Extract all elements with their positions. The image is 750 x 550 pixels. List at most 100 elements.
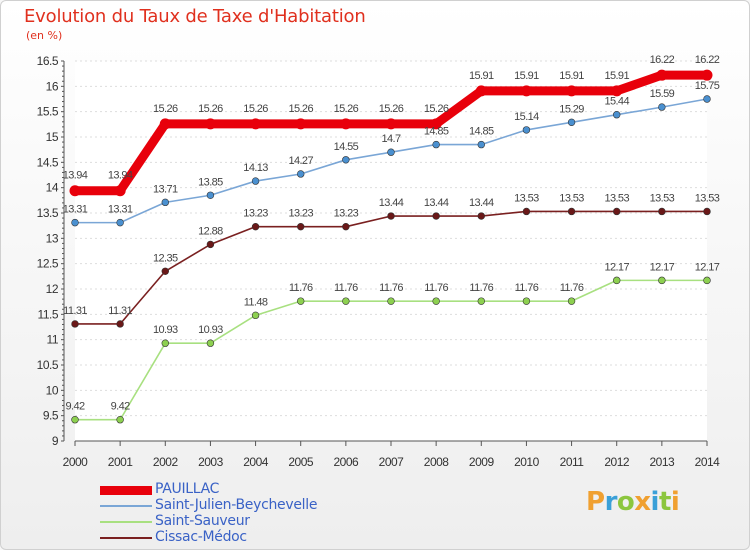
legend-swatch <box>100 521 152 523</box>
data-point <box>206 339 215 347</box>
data-point <box>430 118 442 130</box>
data-label: 14.7 <box>381 133 400 145</box>
legend-label: PAUILLAC <box>155 481 220 497</box>
data-label: 11.48 <box>244 296 268 308</box>
data-label: 15.26 <box>379 103 404 115</box>
logo-letter: i <box>670 487 680 517</box>
data-label: 11.76 <box>469 282 493 294</box>
data-point <box>520 85 532 97</box>
x-tick-label: 2010 <box>514 455 540 469</box>
data-label: 14.85 <box>469 126 494 138</box>
data-point <box>658 103 666 111</box>
x-tick-label: 2013 <box>650 455 676 469</box>
data-label: 15.26 <box>153 103 178 115</box>
data-point <box>522 126 531 134</box>
data-point <box>522 207 531 216</box>
y-tick-label: 13.5 <box>37 206 59 220</box>
logo-letter: r <box>604 487 618 517</box>
data-point <box>342 297 350 305</box>
x-tick-label: 2009 <box>469 455 495 469</box>
data-label: 9.42 <box>65 401 84 413</box>
data-label: 12.17 <box>604 261 629 273</box>
data-point <box>475 85 487 97</box>
y-tick-label: 14 <box>46 181 59 195</box>
data-label: 9.42 <box>111 401 130 413</box>
data-label: 11.76 <box>334 282 358 294</box>
data-label: 13.44 <box>469 197 494 209</box>
data-label: 12.17 <box>650 261 675 273</box>
y-tick-label: 16.5 <box>37 54 59 68</box>
data-point <box>387 297 395 305</box>
data-point <box>251 177 260 185</box>
data-label: 14.27 <box>288 155 313 167</box>
data-label: 14.13 <box>243 162 268 174</box>
data-point <box>703 276 711 285</box>
y-tick-label: 13 <box>46 231 59 245</box>
y-tick-label: 16 <box>46 79 59 93</box>
legend-label: Cissac-Médoc <box>155 529 247 545</box>
data-point <box>567 118 576 127</box>
x-tick-label: 2004 <box>243 455 269 469</box>
data-label: 12.17 <box>695 261 720 273</box>
proxiti-logo: Proxiti <box>586 487 680 517</box>
data-point <box>159 118 171 130</box>
chart-unit: (en %) <box>26 29 63 42</box>
data-point <box>297 170 305 178</box>
data-label: 15.91 <box>604 70 629 82</box>
data-label: 10.93 <box>198 324 223 336</box>
data-point <box>658 276 666 285</box>
data-point <box>114 185 126 197</box>
data-point <box>297 297 305 305</box>
data-point <box>161 198 169 207</box>
data-point <box>658 207 666 216</box>
data-label: 15.29 <box>559 103 584 115</box>
data-point <box>656 69 668 81</box>
y-tick-label: 15 <box>46 130 59 144</box>
data-label: 13.53 <box>650 192 675 204</box>
data-label: 15.59 <box>650 88 675 100</box>
data-point <box>477 212 485 220</box>
data-label: 13.44 <box>379 197 404 209</box>
legend-label: Saint-Julien-Beychevelle <box>155 497 318 513</box>
data-point <box>477 140 485 149</box>
data-point <box>250 118 262 130</box>
data-point <box>387 212 395 220</box>
data-label: 11.76 <box>515 282 539 294</box>
y-tick-label: 10.5 <box>37 358 59 372</box>
data-label: 15.91 <box>469 70 494 82</box>
data-label: 15.14 <box>514 111 539 123</box>
data-label: 12.35 <box>153 252 178 264</box>
data-label: 13.23 <box>288 208 313 220</box>
data-label: 15.75 <box>695 80 720 92</box>
x-tick-label: 2014 <box>695 455 721 469</box>
data-point <box>116 218 124 227</box>
data-label: 13.44 <box>424 197 449 209</box>
data-point <box>703 207 711 216</box>
data-point <box>566 85 578 97</box>
y-tick-label: 12 <box>46 282 59 296</box>
data-label: 15.26 <box>288 103 313 115</box>
y-tick-label: 10 <box>46 383 59 397</box>
logo-letter: x <box>634 487 651 517</box>
data-point <box>116 416 124 424</box>
y-tick-label: 14.5 <box>37 155 59 169</box>
data-point <box>69 185 81 197</box>
data-point <box>206 240 215 249</box>
data-point <box>71 416 79 424</box>
x-tick-label: 2008 <box>424 455 450 469</box>
data-point <box>297 222 305 231</box>
data-point <box>613 207 621 216</box>
data-label: 15.91 <box>514 70 539 82</box>
data-label: 14.55 <box>334 141 359 153</box>
data-label: 13.31 <box>108 204 133 216</box>
data-label: 13.94 <box>63 170 88 182</box>
data-point <box>71 218 79 227</box>
data-point <box>342 156 350 164</box>
data-point <box>161 267 169 275</box>
data-label: 15.91 <box>559 70 584 82</box>
data-label: 15.26 <box>243 103 268 115</box>
data-label: 13.53 <box>695 192 720 204</box>
data-point <box>432 212 440 220</box>
data-point <box>611 85 623 97</box>
data-point <box>340 118 352 130</box>
